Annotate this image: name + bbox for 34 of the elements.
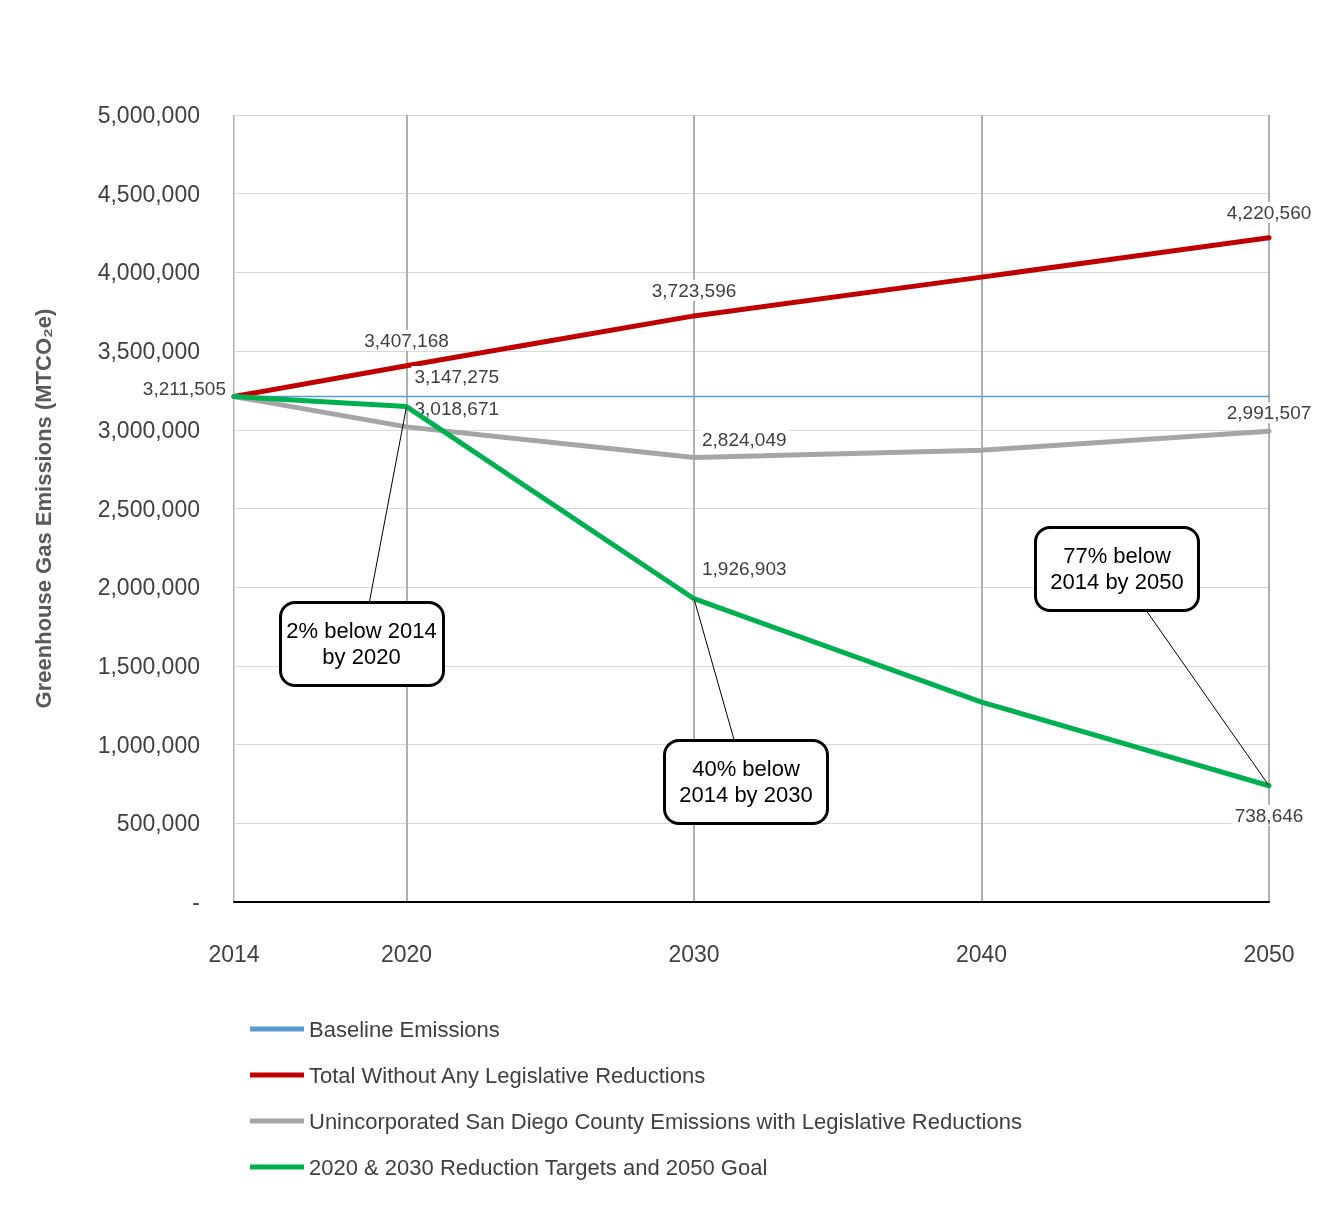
data-label: 2,824,049 xyxy=(702,428,787,450)
y-tick-label: 4,500,000 xyxy=(97,180,200,207)
data-label: 1,926,903 xyxy=(702,558,787,580)
data-label: 738,646 xyxy=(1234,804,1304,826)
y-tick-label: - xyxy=(192,889,200,915)
y-tick-label: 3,000,000 xyxy=(97,416,200,443)
data-label: 2,991,507 xyxy=(1226,402,1312,424)
x-tick-label: 2030 xyxy=(668,940,720,967)
annotation: 77% below 2014 by 2050 xyxy=(1034,525,1200,612)
y-tick-label: 2,000,000 xyxy=(97,574,200,601)
y-tick-label: 4,000,000 xyxy=(97,259,200,286)
data-label: 3,723,596 xyxy=(651,279,737,301)
annotation: 2% below 2014 by 2020 xyxy=(278,600,445,687)
y-tick-label: 1,000,000 xyxy=(97,731,200,758)
y-tick-label: 5,000,000 xyxy=(97,102,200,128)
x-tick-label: 2050 xyxy=(1243,940,1295,967)
legend-label: Total Without Any Legislative Reductions xyxy=(309,1062,706,1088)
x-tick-label: 2040 xyxy=(955,940,1008,967)
data-label: 3,147,275 xyxy=(414,366,500,388)
data-label: 3,407,168 xyxy=(364,329,449,351)
y-axis-title: Greenhouse Gas Emissions (MTCO₂e) xyxy=(30,308,56,709)
legend-label: Unincorporated San Diego County Emissions with Legislative Reductions xyxy=(309,1108,1022,1134)
legend-label: Baseline Emissions xyxy=(309,1016,500,1042)
data-label: 3,018,671 xyxy=(414,398,500,420)
y-tick-label: 2,500,000 xyxy=(97,495,200,522)
annotation: 40% below 2014 by 2030 xyxy=(663,738,829,825)
y-tick-label: 3,500,000 xyxy=(97,338,200,365)
y-tick-label: 500,000 xyxy=(116,810,200,837)
data-label: 3,211,505 xyxy=(142,378,226,400)
x-tick-label: 2014 xyxy=(208,940,260,967)
legend-label: 2020 & 2030 Reduction Targets and 2050 Goal xyxy=(309,1154,768,1180)
data-label: 4,220,560 xyxy=(1226,201,1312,223)
y-tick-label: 1,500,000 xyxy=(97,652,200,679)
x-tick-label: 2020 xyxy=(380,940,433,967)
